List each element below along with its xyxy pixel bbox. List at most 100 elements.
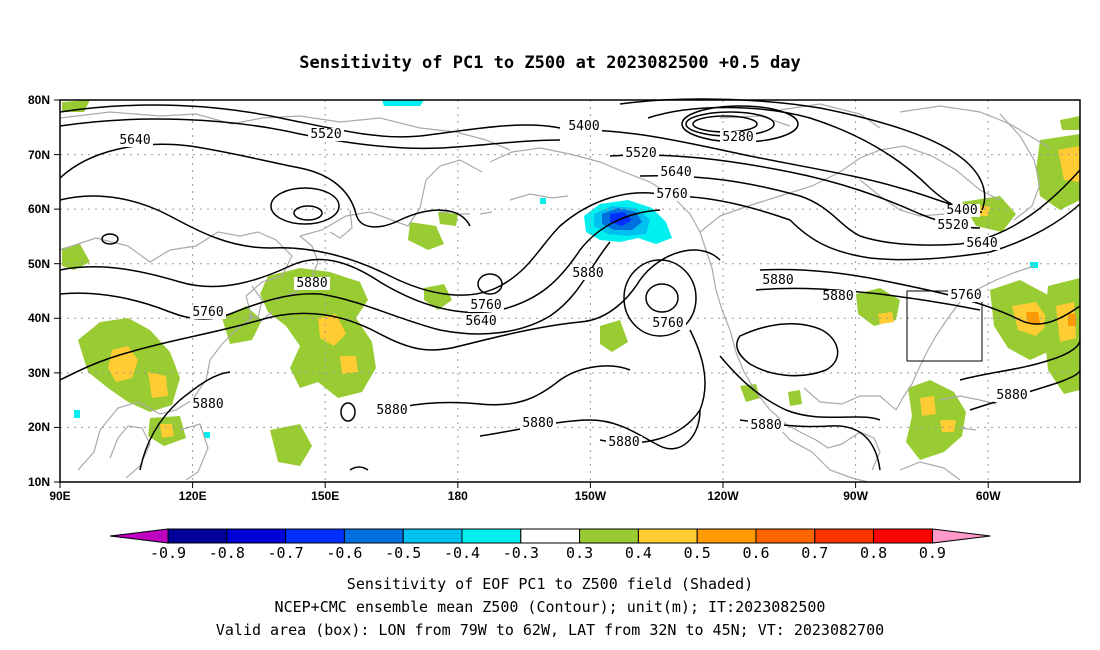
contour-label: 5280 (722, 130, 753, 145)
contour-label-bg (566, 120, 602, 133)
contour-label: 5880 (572, 266, 603, 281)
contour-label: 5880 (296, 276, 327, 291)
contour-label: 5640 (119, 133, 150, 148)
latitude-axis: 80N 70N 60N 50N 40N 30N 20N 10N (28, 93, 60, 489)
colorbar-swatch (461, 528, 522, 544)
contour-label-bg (463, 315, 499, 328)
colorbar-label: -0.6 (326, 544, 362, 562)
colorbar: -0.9 -0.8 -0.7 -0.6 -0.5 -0.4 -0.3 0.3 0.4 0.5 0.6… (109, 528, 991, 562)
contour-label: 5760 (652, 316, 683, 331)
contour-label: 5880 (192, 397, 223, 412)
contour-label-bg (748, 419, 784, 432)
caption-line-1: Sensitivity of EOF PC1 to Z500 field (Sh… (347, 575, 753, 593)
lat-tick-label: 50N (28, 257, 50, 271)
contour-labels: 5640 552054005280552056405760540055205640… (117, 119, 1030, 450)
lon-tick-label: 150E (311, 489, 339, 503)
contour-label: 5760 (950, 288, 981, 303)
colorbar-label: -0.8 (209, 544, 245, 562)
contour-label-bg (468, 299, 504, 312)
contour-label-bg (190, 398, 226, 411)
contour-label-bg (720, 131, 756, 144)
colorbar-swatch (226, 528, 287, 544)
contour-label-bg (654, 188, 690, 201)
contour-label-bg (994, 389, 1030, 402)
contour-label: 5880 (762, 273, 793, 288)
contour-label-bg (294, 277, 330, 290)
contour-label: 5520 (310, 127, 341, 142)
contour-label: 5520 (625, 146, 656, 161)
colorbar-swatch (873, 528, 933, 544)
contour-label-bg (570, 267, 606, 280)
contour-label-bg (964, 237, 1000, 250)
lat-tick-label: 70N (28, 148, 50, 162)
contour-label-bg (117, 134, 153, 147)
contour-label: 5640 (465, 314, 496, 329)
contour-label-bg (820, 290, 856, 303)
colorbar-swatch (167, 528, 228, 544)
caption-line-3: Valid area (box): LON from 79W to 62W, L… (216, 621, 884, 639)
valid-area-box (906, 290, 983, 362)
colorbar-swatch (579, 528, 639, 544)
colorbar-label: 0.5 (684, 544, 711, 562)
lon-tick-label: 60W (976, 489, 1001, 503)
contour-label-bg (308, 128, 344, 141)
colorbar-swatch (755, 528, 816, 544)
colorbar-left-arrow (109, 528, 169, 544)
lon-tick-label: 120E (179, 489, 207, 503)
map-panel: 5640 552054005280552056405760540055205640… (59, 98, 1081, 483)
contour-label: 5880 (522, 416, 553, 431)
colorbar-label: -0.5 (385, 544, 421, 562)
contour-label-bg (948, 289, 984, 302)
lat-tick-label: 20N (28, 420, 50, 434)
contour-label: 5880 (996, 388, 1027, 403)
contour-label-bg (760, 274, 796, 287)
contour-label: 5760 (192, 305, 223, 320)
colorbar-label: 0.8 (860, 544, 887, 562)
colorbar-label: -0.7 (268, 544, 304, 562)
contour-label-bg (935, 219, 971, 232)
colorbar-swatch (637, 528, 698, 544)
contour-label-bg (650, 317, 686, 330)
colorbar-label: -0.9 (150, 544, 186, 562)
colorbar-label: 0.6 (742, 544, 769, 562)
contour-label: 5400 (946, 203, 977, 218)
contour-label-bg (374, 404, 410, 417)
lat-tick-label: 40N (28, 311, 50, 325)
lat-tick-label: 80N (28, 93, 50, 107)
graticule (60, 100, 1080, 482)
contour-label-bg (658, 166, 694, 179)
colorbar-right-arrow (931, 528, 991, 544)
contour-label: 5520 (937, 218, 968, 233)
lat-tick-label: 30N (28, 366, 50, 380)
colorbar-swatch (285, 528, 345, 544)
colorbar-label: 0.7 (801, 544, 828, 562)
contour-label-bg (623, 147, 659, 160)
colorbar-label: 0.3 (566, 544, 593, 562)
lon-tick-label: 150W (575, 489, 607, 503)
colorbar-label: -0.4 (444, 544, 480, 562)
colorbar-swatch (402, 528, 463, 544)
lon-tick-label: 90E (49, 489, 70, 503)
contour-label: 5880 (750, 418, 781, 433)
colorbar-swatch (814, 528, 875, 544)
lon-tick-label: 90W (843, 489, 868, 503)
colorbar-swatch (343, 528, 404, 544)
map-title: Sensitivity of PC1 to Z500 at 2023082500… (299, 53, 801, 73)
lon-tick-label: 120W (707, 489, 739, 503)
contour-label: 5640 (660, 165, 691, 180)
colorbar-label: -0.3 (503, 544, 539, 562)
contour-label-bg (944, 204, 980, 217)
lat-tick-label: 60N (28, 202, 50, 216)
lon-tick-label: 180 (448, 489, 468, 503)
colorbar-swatch (520, 528, 581, 544)
contour-label: 5880 (608, 435, 639, 450)
colorbar-swatch (696, 528, 757, 544)
contour-label-bg (520, 417, 556, 430)
contour-label-bg (606, 436, 642, 449)
lat-tick-label: 10N (28, 475, 50, 489)
longitude-axis: 90E 120E 150E 180 150W 120W 90W 60W (49, 482, 1001, 503)
contour-label: 5760 (656, 187, 687, 202)
caption-line-2: NCEP+CMC ensemble mean Z500 (Contour); u… (275, 598, 826, 616)
contour-label: 5760 (470, 298, 501, 313)
